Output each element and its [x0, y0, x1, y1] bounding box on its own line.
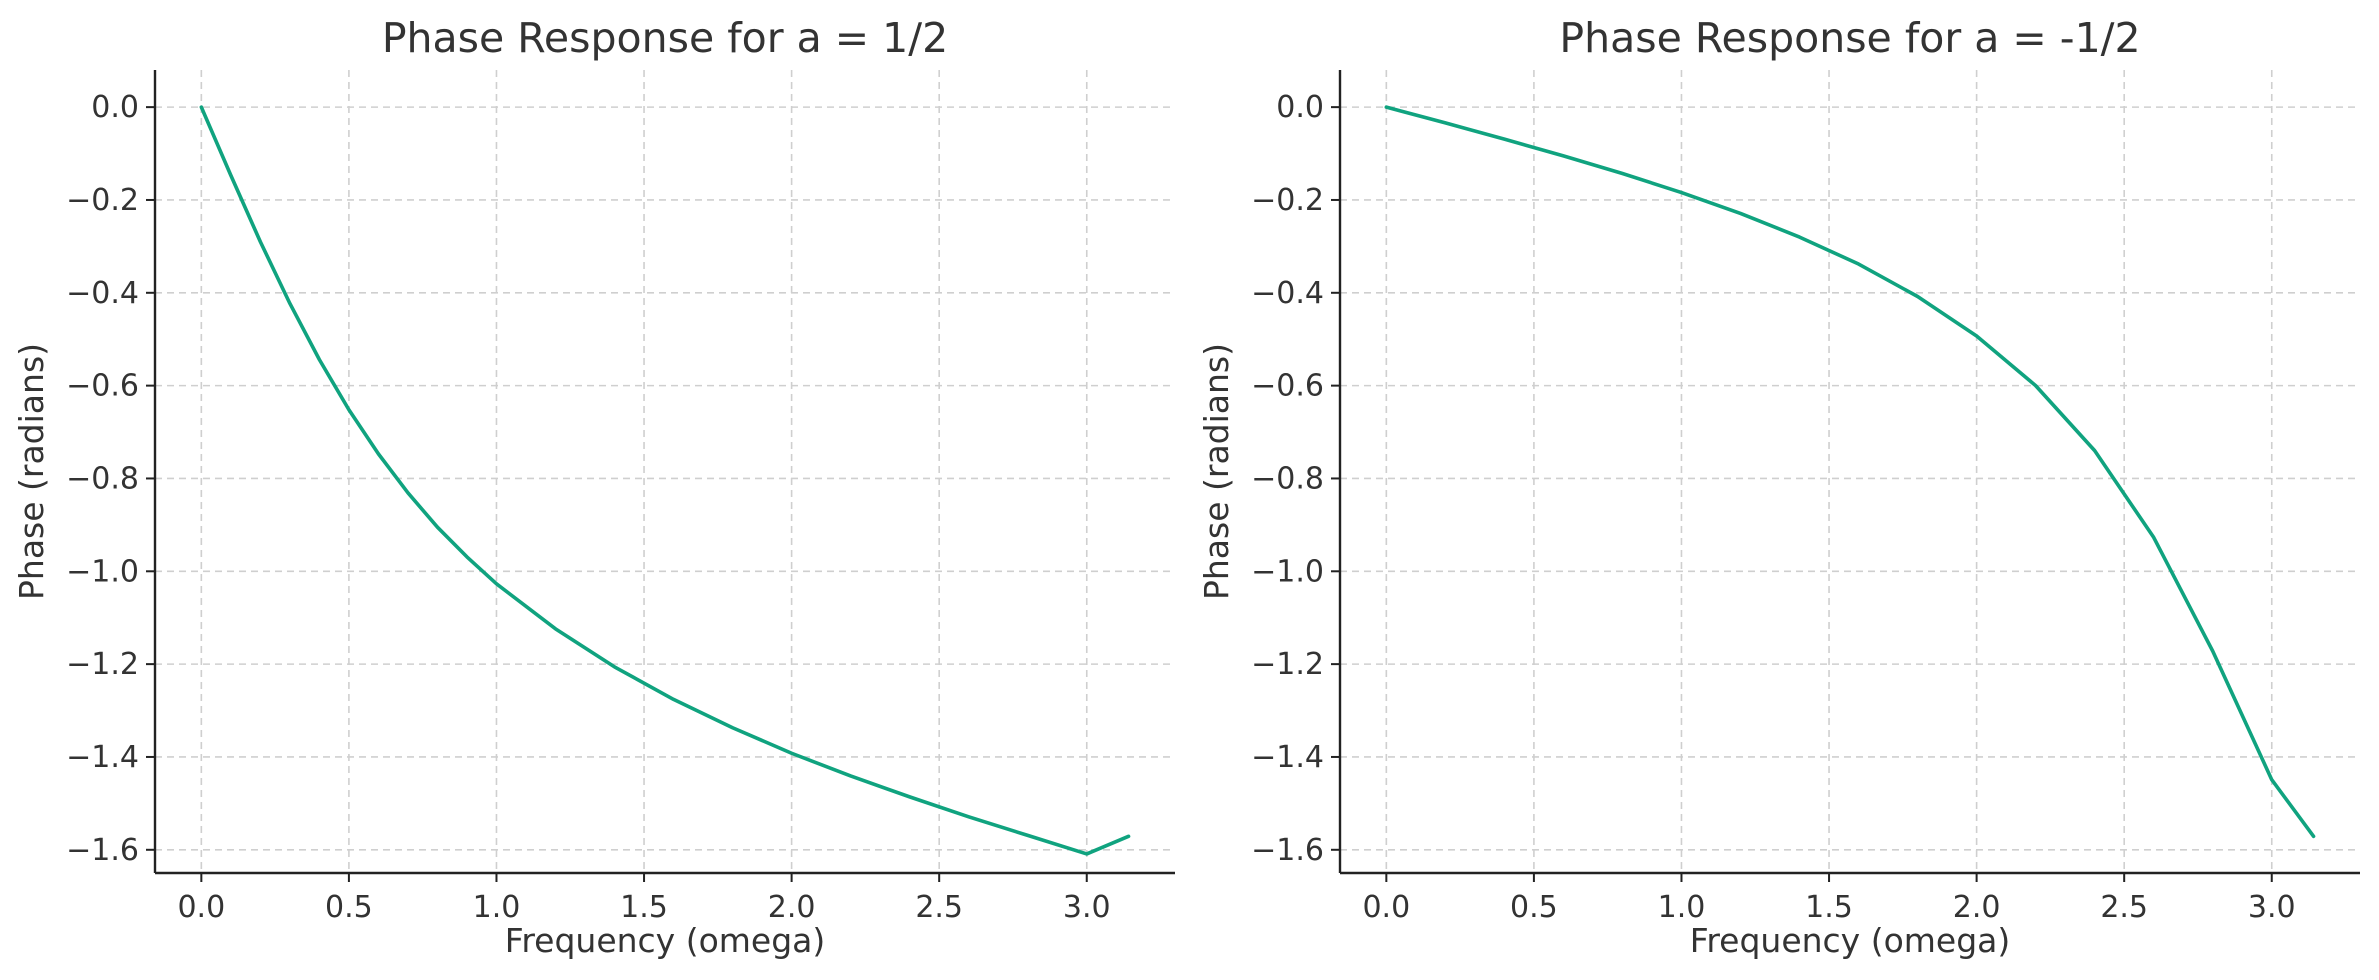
y-tick-label: −0.8	[1251, 461, 1324, 496]
chart-title: Phase Response for a = 1/2	[382, 14, 948, 62]
chart-title: Phase Response for a = -1/2	[1559, 14, 2140, 62]
y-tick-label: 0.0	[1276, 90, 1324, 125]
chart-panel-2: 0.0 0.5 1.0 1.5 2.0 2.5 3.0 0.0 −0.2 −0.4 −0.6 −0.8…	[1197, 14, 2360, 960]
y-tick-label: −1.0	[1251, 554, 1324, 589]
y-tick-label: −1.2	[66, 647, 139, 682]
grid	[1340, 70, 2360, 873]
x-axis-label: Frequency (omega)	[1690, 921, 2011, 960]
y-axis-label: Phase (radians)	[12, 343, 51, 600]
y-tick-label: −0.4	[1251, 276, 1324, 311]
y-tick-label: −0.6	[66, 369, 139, 404]
x-tick-label: 0.5	[1510, 890, 1558, 925]
x-tick-label: 3.0	[1063, 890, 1111, 925]
y-tick-label: −0.2	[66, 183, 139, 218]
y-tick-label: −1.4	[66, 740, 139, 775]
y-tick-label: −1.0	[66, 554, 139, 589]
x-tick-label: 0.0	[177, 890, 225, 925]
y-tick-label: −0.2	[1251, 183, 1324, 218]
y-tick-label: −1.6	[66, 833, 139, 868]
y-tick-label: −1.4	[1251, 740, 1324, 775]
y-tick-label: −1.2	[1251, 647, 1324, 682]
y-tick-label: −0.6	[1251, 369, 1324, 404]
x-axis-label: Frequency (omega)	[505, 921, 826, 960]
x-tick-label: 0.0	[1362, 890, 1410, 925]
x-tick-label: 3.0	[2248, 890, 2296, 925]
x-tick-label: 1.0	[1658, 890, 1706, 925]
x-tick-label: 1.5	[620, 890, 668, 925]
x-tick-label: 2.5	[915, 890, 963, 925]
x-tick-label: 2.5	[2100, 890, 2148, 925]
series-line	[1384, 105, 2316, 839]
x-tick-label: 2.0	[1953, 890, 2001, 925]
y-tick-label: −0.8	[66, 461, 139, 496]
y-tick-label: −0.4	[66, 276, 139, 311]
y-axis-label: Phase (radians)	[1197, 343, 1236, 600]
y-tick-label: 0.0	[91, 90, 139, 125]
x-tick-label: 1.0	[473, 890, 521, 925]
grid	[155, 70, 1175, 873]
x-tick-label: 0.5	[325, 890, 373, 925]
x-tick-label: 1.5	[1805, 890, 1853, 925]
series-line	[199, 105, 1131, 856]
x-tick-label: 2.0	[768, 890, 816, 925]
chart-panel-1: 0.0 0.5 1.0 1.5 2.0 2.5 3.0 0.0 −0.2 −0.4 −0.6 −0.8…	[12, 14, 1175, 960]
y-tick-label: −1.6	[1251, 833, 1324, 868]
